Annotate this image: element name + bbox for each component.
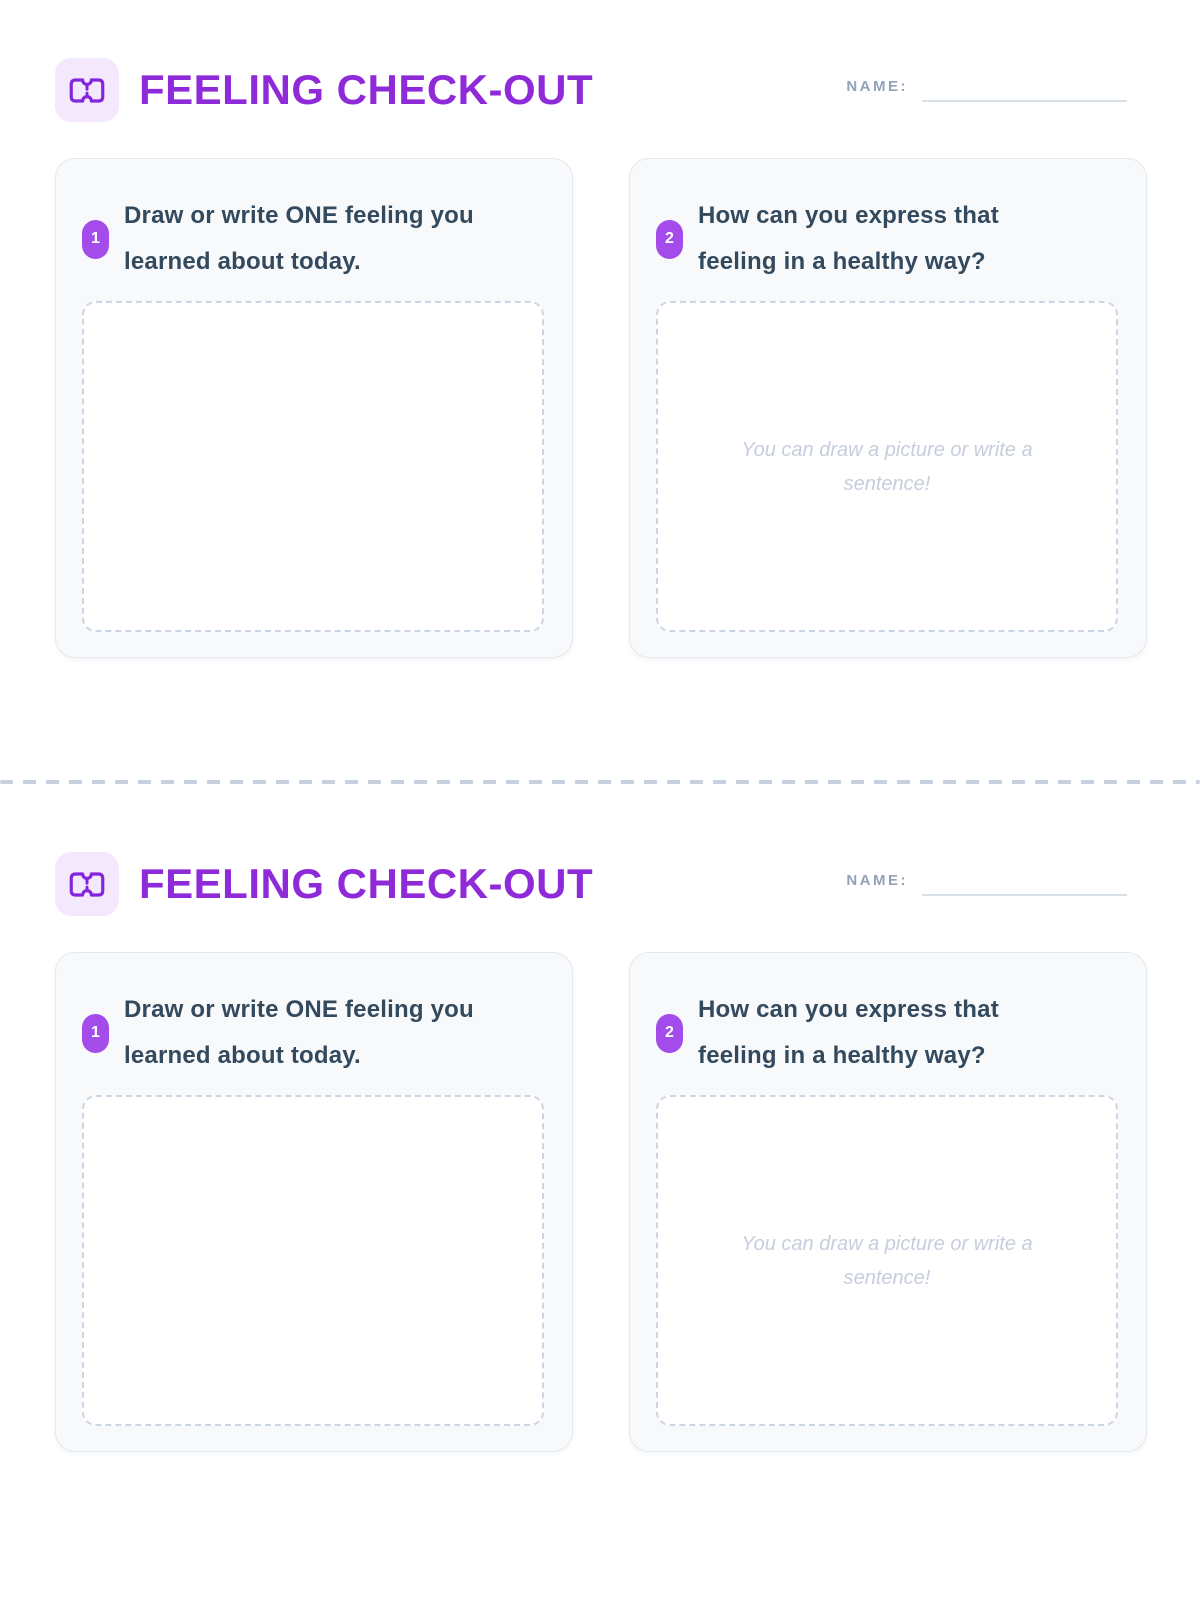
name-field: NAME: (846, 872, 1127, 896)
question-prompt-1: Draw or write ONE feeling you learned ab… (124, 202, 474, 275)
brand: FEELING CHECK-OUT (55, 58, 593, 122)
ticket-icon (55, 58, 119, 122)
name-field: NAME: (846, 78, 1127, 102)
question-cards: 1 Draw or write ONE feeling you learned … (55, 158, 1147, 658)
name-label: NAME: (846, 78, 908, 95)
drawing-area-2[interactable]: You can draw a picture or write a senten… (656, 301, 1118, 632)
question-prompt-2: How can you express that feeling in a he… (698, 996, 999, 1069)
question-card-1: 1 Draw or write ONE feeling you learned … (55, 952, 573, 1452)
step-badge-1: 1 (82, 1013, 109, 1053)
brand: FEELING CHECK-OUT (55, 852, 593, 916)
drawing-area-1[interactable] (82, 301, 544, 632)
card-head: 2 How can you express that feeling in a … (656, 193, 1118, 285)
page-title: FEELING CHECK-OUT (139, 66, 594, 113)
drawing-hint: You can draw a picture or write a senten… (741, 438, 1033, 495)
drawing-hint: You can draw a picture or write a senten… (741, 1232, 1033, 1289)
card-head: 2 How can you express that feeling in a … (656, 987, 1118, 1079)
card-head: 1 Draw or write ONE feeling you learned … (82, 193, 544, 285)
step-badge-2: 2 (656, 1013, 683, 1053)
ticket-icon (55, 852, 119, 916)
question-prompt-2: How can you express that feeling in a he… (698, 202, 999, 275)
sheet-header: FEELING CHECK-OUT NAME: (55, 852, 1147, 916)
drawing-area-1[interactable] (82, 1095, 544, 1426)
question-card-1: 1 Draw or write ONE feeling you learned … (55, 158, 573, 658)
sheet-header: FEELING CHECK-OUT NAME: (55, 58, 1147, 122)
card-head: 1 Draw or write ONE feeling you learned … (82, 987, 544, 1079)
step-badge-2: 2 (656, 219, 683, 259)
worksheet-copy-1: FEELING CHECK-OUT NAME: 1 Draw or write … (0, 0, 1200, 658)
name-label: NAME: (846, 872, 908, 889)
worksheet-copy-2: FEELING CHECK-OUT NAME: 1 Draw or write … (0, 784, 1200, 1452)
cut-line-divider (0, 780, 1200, 784)
question-card-2: 2 How can you express that feeling in a … (629, 952, 1147, 1452)
question-cards: 1 Draw or write ONE feeling you learned … (55, 952, 1147, 1452)
question-card-2: 2 How can you express that feeling in a … (629, 158, 1147, 658)
drawing-area-2[interactable]: You can draw a picture or write a senten… (656, 1095, 1118, 1426)
page-title: FEELING CHECK-OUT (139, 860, 594, 907)
name-line[interactable] (922, 872, 1127, 896)
name-line[interactable] (922, 78, 1127, 102)
step-badge-1: 1 (82, 219, 109, 259)
question-prompt-1: Draw or write ONE feeling you learned ab… (124, 996, 474, 1069)
